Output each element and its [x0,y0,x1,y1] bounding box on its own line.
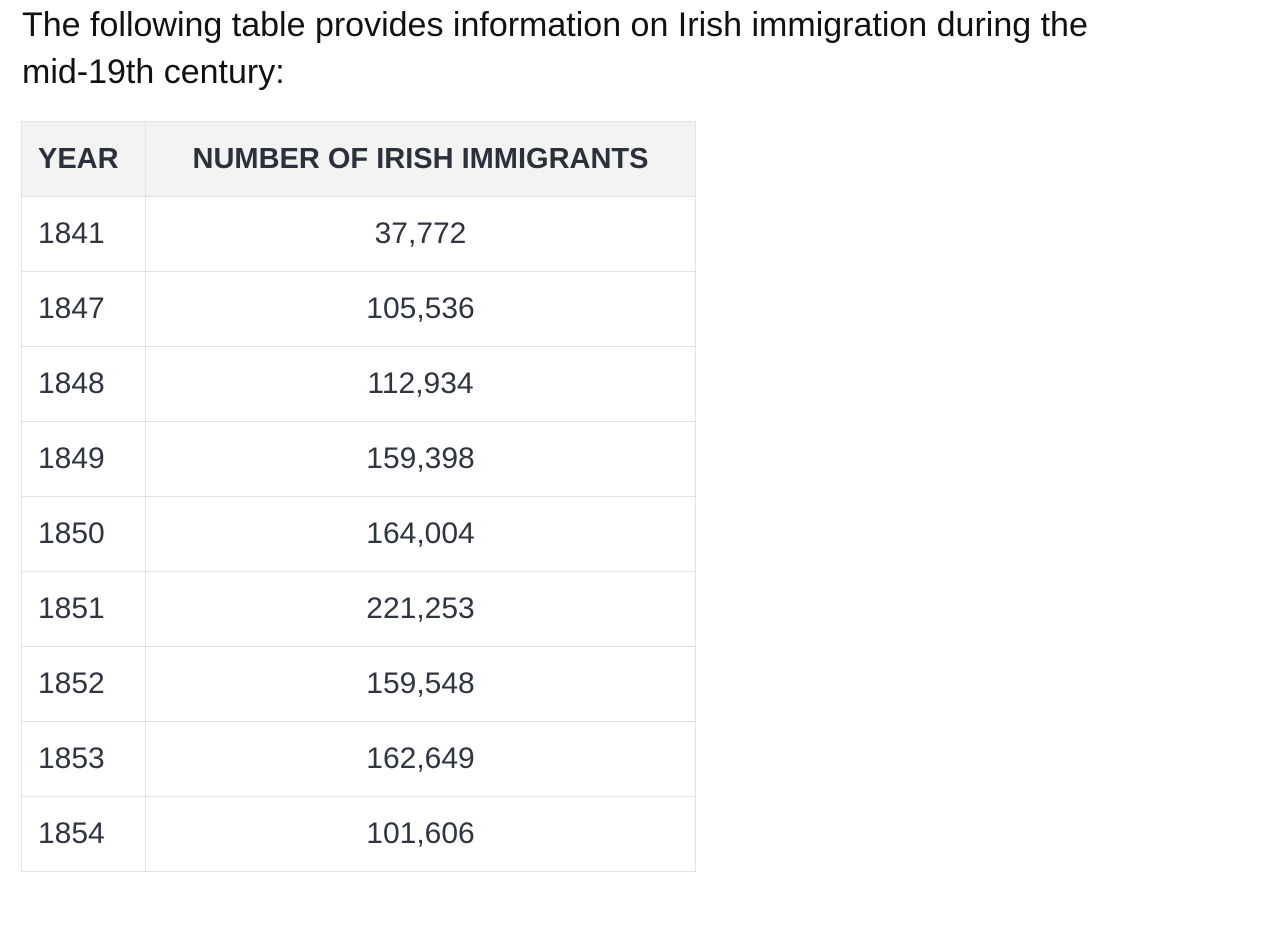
year-cell: 1848 [21,346,146,422]
immigration-table: YEAR NUMBER OF IRISH IMMIGRANTS 1841 37,… [21,121,696,872]
table-row: 1847 105,536 [21,271,696,347]
table-row: 1854 101,606 [21,796,696,872]
year-cell: 1852 [21,646,146,722]
column-header-immigrants: NUMBER OF IRISH IMMIGRANTS [145,121,696,197]
immigrants-cell: 105,536 [145,271,696,347]
table-row: 1850 164,004 [21,496,696,572]
immigrants-cell: 162,649 [145,721,696,797]
immigrants-cell: 112,934 [145,346,696,422]
intro-paragraph: The following table provides information… [22,6,1088,91]
year-cell: 1850 [21,496,146,572]
year-cell: 1853 [21,721,146,797]
year-cell: 1849 [21,421,146,497]
immigrants-cell: 159,548 [145,646,696,722]
immigrants-cell: 221,253 [145,571,696,647]
year-cell: 1851 [21,571,146,647]
immigrants-cell: 159,398 [145,421,696,497]
table-row: 1852 159,548 [21,646,696,722]
immigrants-cell: 164,004 [145,496,696,572]
immigrants-cell: 101,606 [145,796,696,872]
table-row: 1848 112,934 [21,346,696,422]
table-header: YEAR NUMBER OF IRISH IMMIGRANTS [21,121,696,197]
table-row: 1851 221,253 [21,571,696,647]
table-body: 1841 37,772 1847 105,536 1848 112,934 18… [21,196,696,872]
immigrants-cell: 37,772 [145,196,696,272]
table-row: 1853 162,649 [21,721,696,797]
year-cell: 1854 [21,796,146,872]
year-cell: 1847 [21,271,146,347]
table-row: 1849 159,398 [21,421,696,497]
column-header-year: YEAR [21,121,146,197]
table-header-row: YEAR NUMBER OF IRISH IMMIGRANTS [21,121,696,197]
year-cell: 1841 [21,196,146,272]
table-row: 1841 37,772 [21,196,696,272]
